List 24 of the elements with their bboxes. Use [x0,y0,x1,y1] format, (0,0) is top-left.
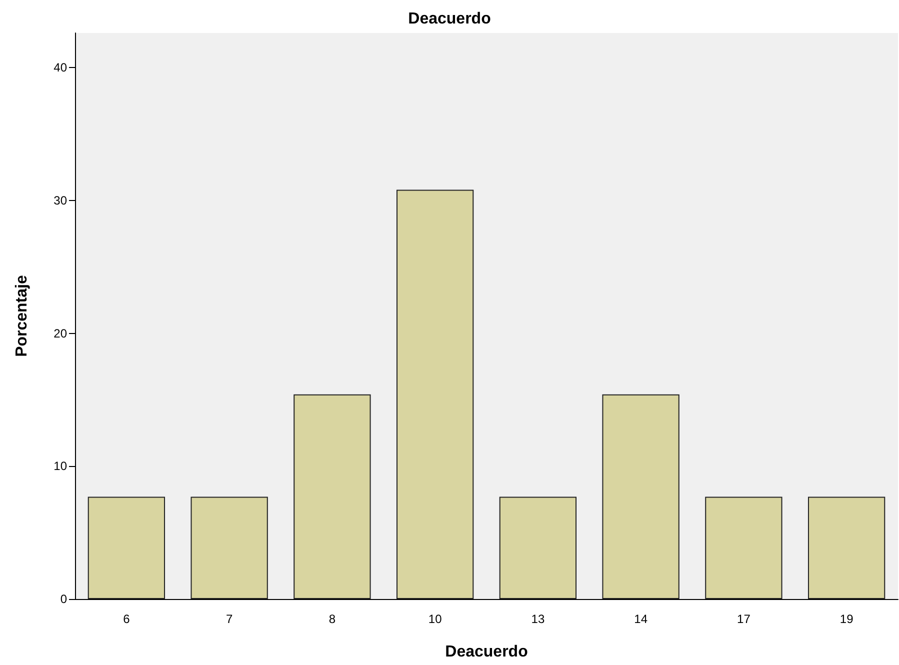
y-tick-label: 30 [54,193,68,208]
y-tick-label: 20 [54,326,68,340]
x-tick-label: 8 [328,612,336,626]
x-axis-title: Deacuerdo [445,644,528,660]
x-tick-label: 19 [840,612,854,626]
x-tick-label: 7 [226,612,233,626]
y-tick-label: 10 [54,459,68,474]
x-tick-label: 10 [428,612,442,626]
x-tick-label: 6 [123,612,130,626]
bar [602,394,680,599]
bar [190,496,268,599]
x-tick-label: 17 [737,612,751,626]
chart-title: Deacuerdo [408,10,492,28]
bar [705,496,782,599]
y-axis-title: Porcentaje [14,274,30,357]
bar [396,190,474,599]
x-tick-label: 14 [634,612,648,626]
x-tick-label: 13 [531,612,545,626]
y-tick-label: 40 [54,60,68,75]
bar [294,394,371,599]
bar [499,496,577,599]
bar [88,496,166,599]
bar [808,496,886,599]
y-tick-label: 0 [60,592,68,606]
